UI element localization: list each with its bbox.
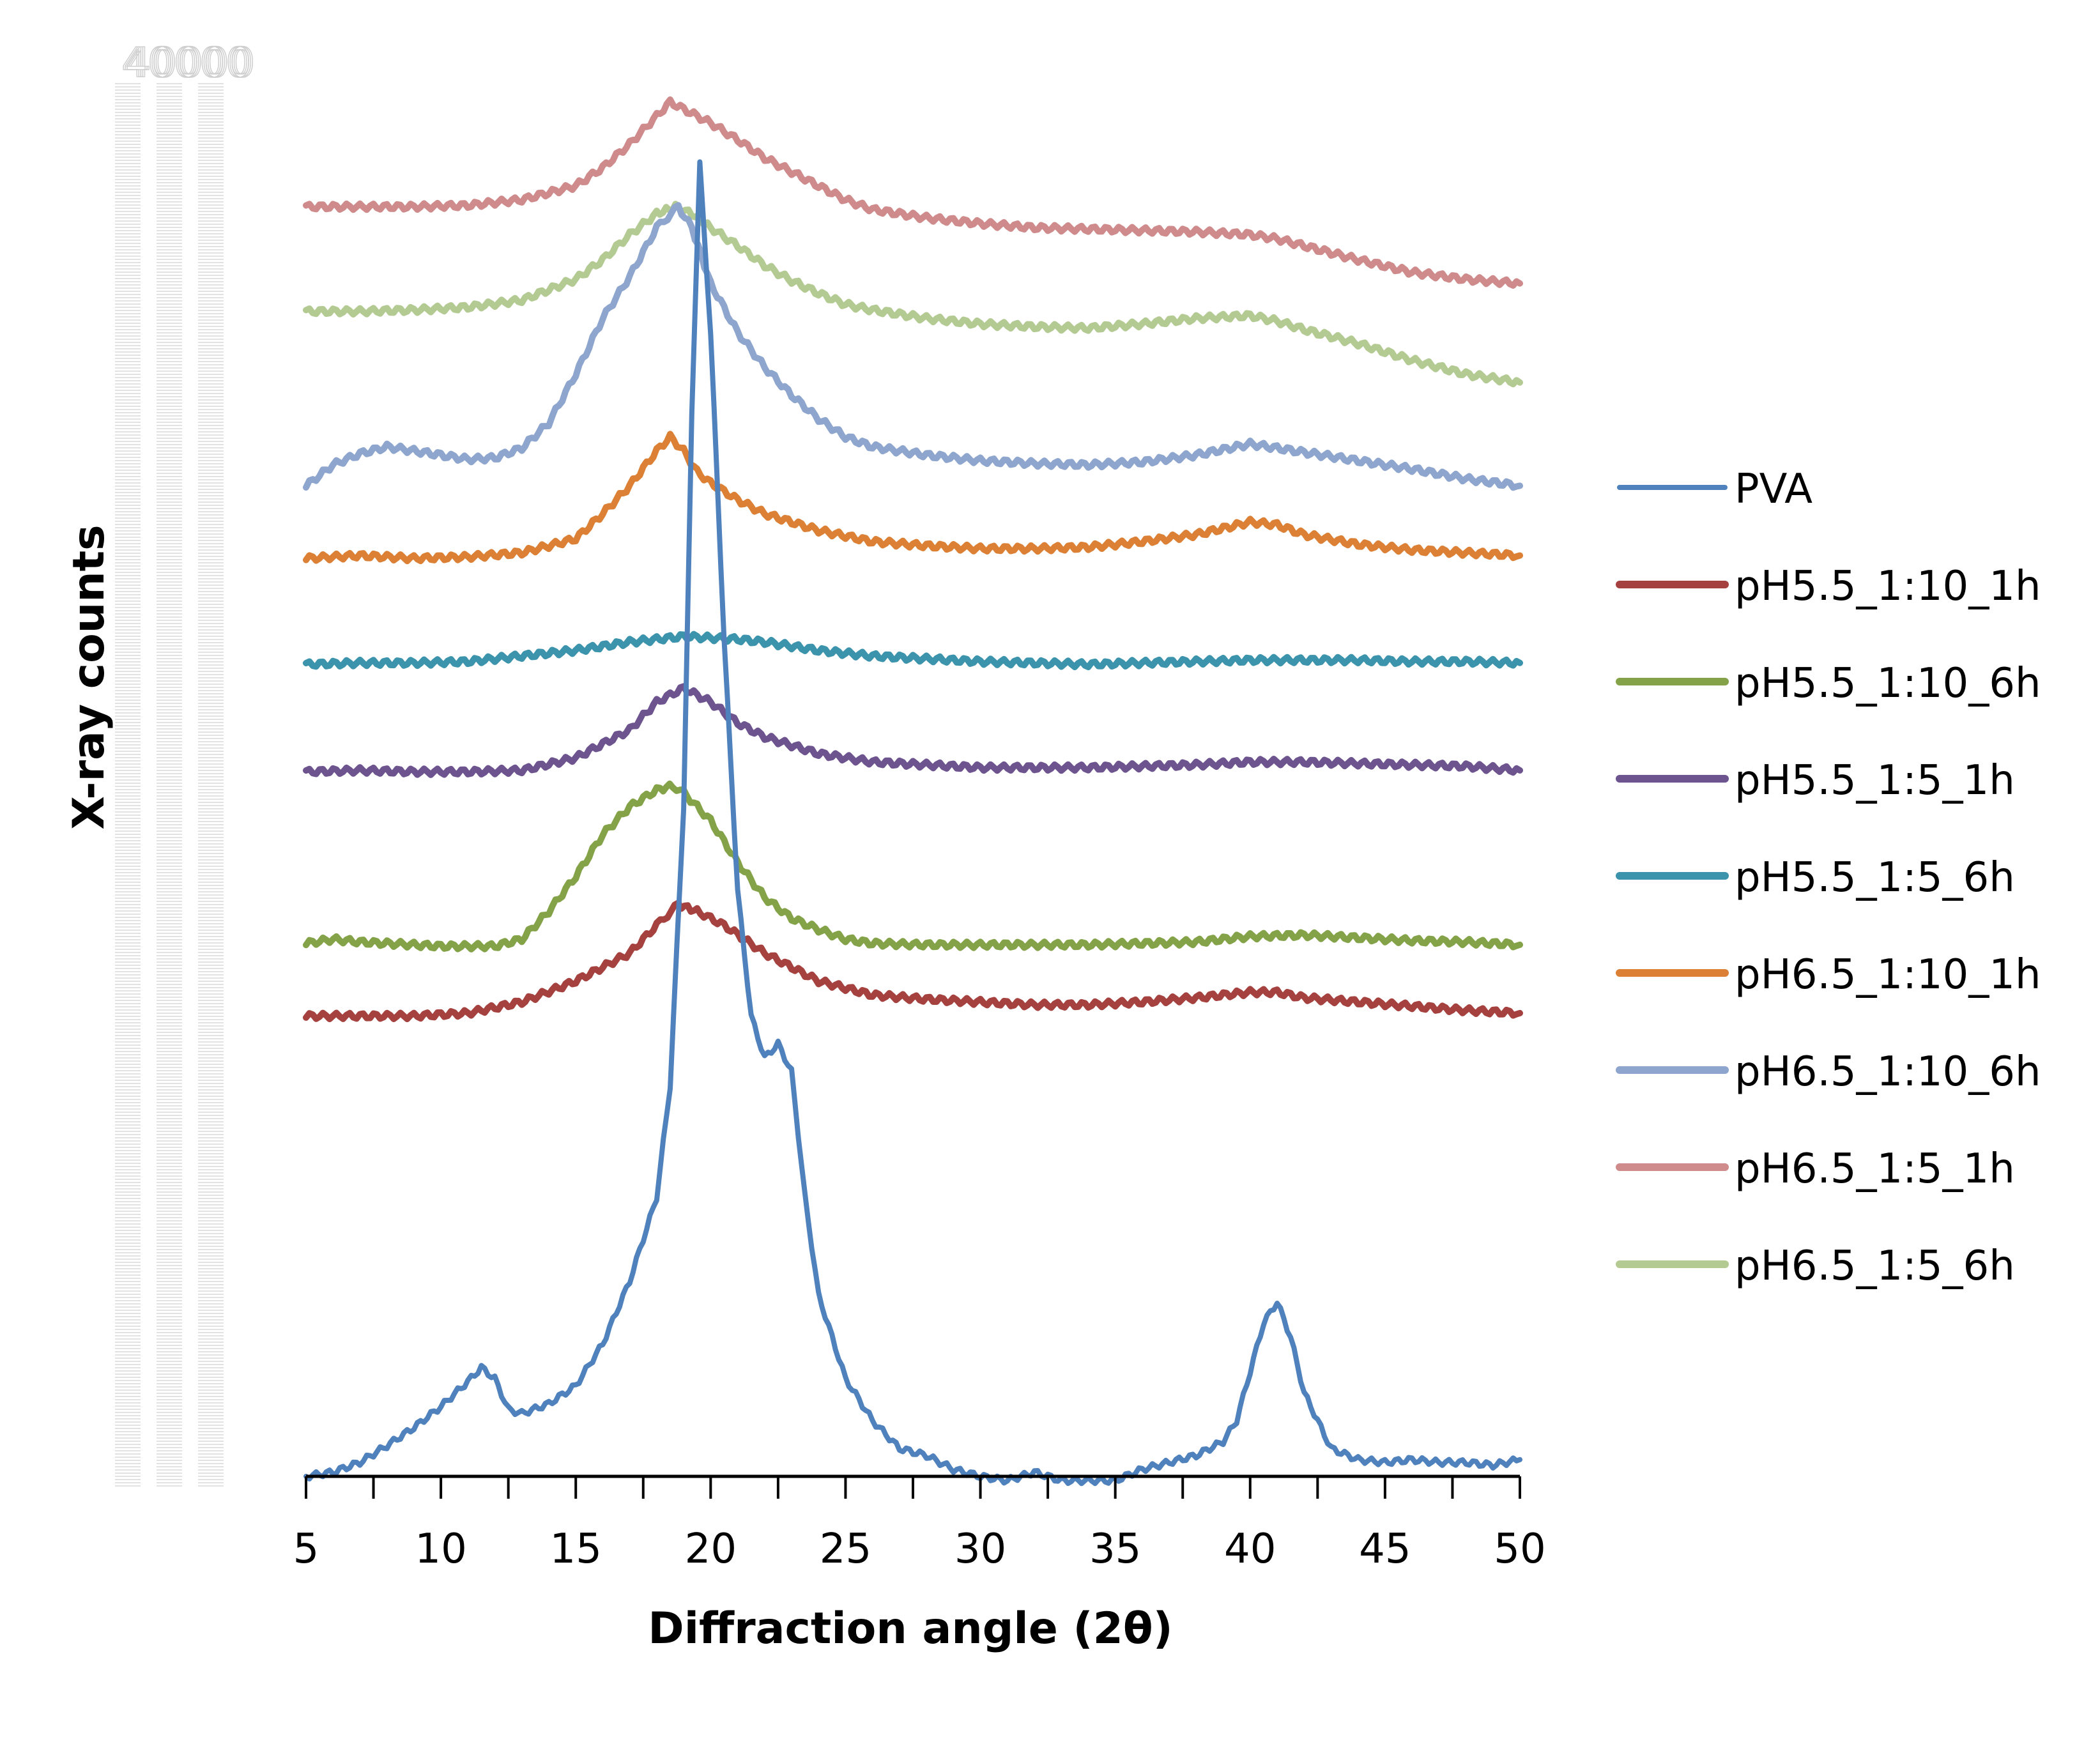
series-line-ph6-5-1-5-1h [303,96,1523,289]
x-tick-label: 35 [1089,1526,1141,1573]
x-axis-title: Diffraction angle (2θ) [648,1603,1172,1654]
legend-label: pH5.5_1:10_6h [1735,660,2041,707]
series-line-ph6-5-1-10-1h [303,431,1523,565]
series-layer [303,96,1523,1487]
legend-label: pH6.5_1:10_6h [1735,1048,2041,1096]
x-axis [305,1474,1521,1499]
ghost-y-tick-label: 40000 [123,40,254,87]
x-tick-labels: 5 10 15 20 25 30 35 40 45 50 [293,1526,1546,1573]
legend-label: pH5.5_1:5_6h [1735,854,2015,901]
series-line-pva [303,159,1522,1487]
legend-label: pH6.5_1:5_1h [1735,1145,2015,1193]
legend-label: pH6.5_1:10_1h [1735,951,2041,999]
x-tick-label: 20 [685,1526,737,1573]
series-line-ph5-5-1-5-6h [303,631,1523,671]
series-line-ph6-5-1-5-6h [303,201,1523,388]
legend-label: pH5.5_1:10_1h [1735,563,2041,610]
x-tick-label: 40 [1224,1526,1276,1573]
series-line-ph5-5-1-5-1h [303,683,1523,778]
ghost-y-tick-label: 40000 [125,40,256,87]
x-tick-label: 5 [293,1526,319,1573]
y-axis-title: X-ray counts [64,524,114,829]
series-line-ph5-5-1-10-1h [303,899,1523,1023]
x-tick-label: 25 [820,1526,871,1573]
legend-label: pH6.5_1:5_6h [1735,1243,2015,1290]
x-tick-label: 30 [954,1526,1006,1573]
legend: PVA pH5.5_1:10_1h pH5.5_1:10_6h pH5.5_1:5_1… [1616,466,2041,1290]
x-tick-label: 50 [1494,1526,1545,1573]
legend-label: PVA [1735,466,1813,513]
x-tick-label: 45 [1359,1526,1411,1573]
x-tick-label: 15 [550,1526,602,1573]
series-line-ph6-5-1-10-6h [303,202,1523,491]
x-tick-label: 10 [415,1526,466,1573]
ghost-y-tick-label: 40000 [121,40,252,87]
series-line-ph5-5-1-10-6h [303,780,1523,953]
legend-label: pH5.5_1:5_1h [1735,757,2015,804]
